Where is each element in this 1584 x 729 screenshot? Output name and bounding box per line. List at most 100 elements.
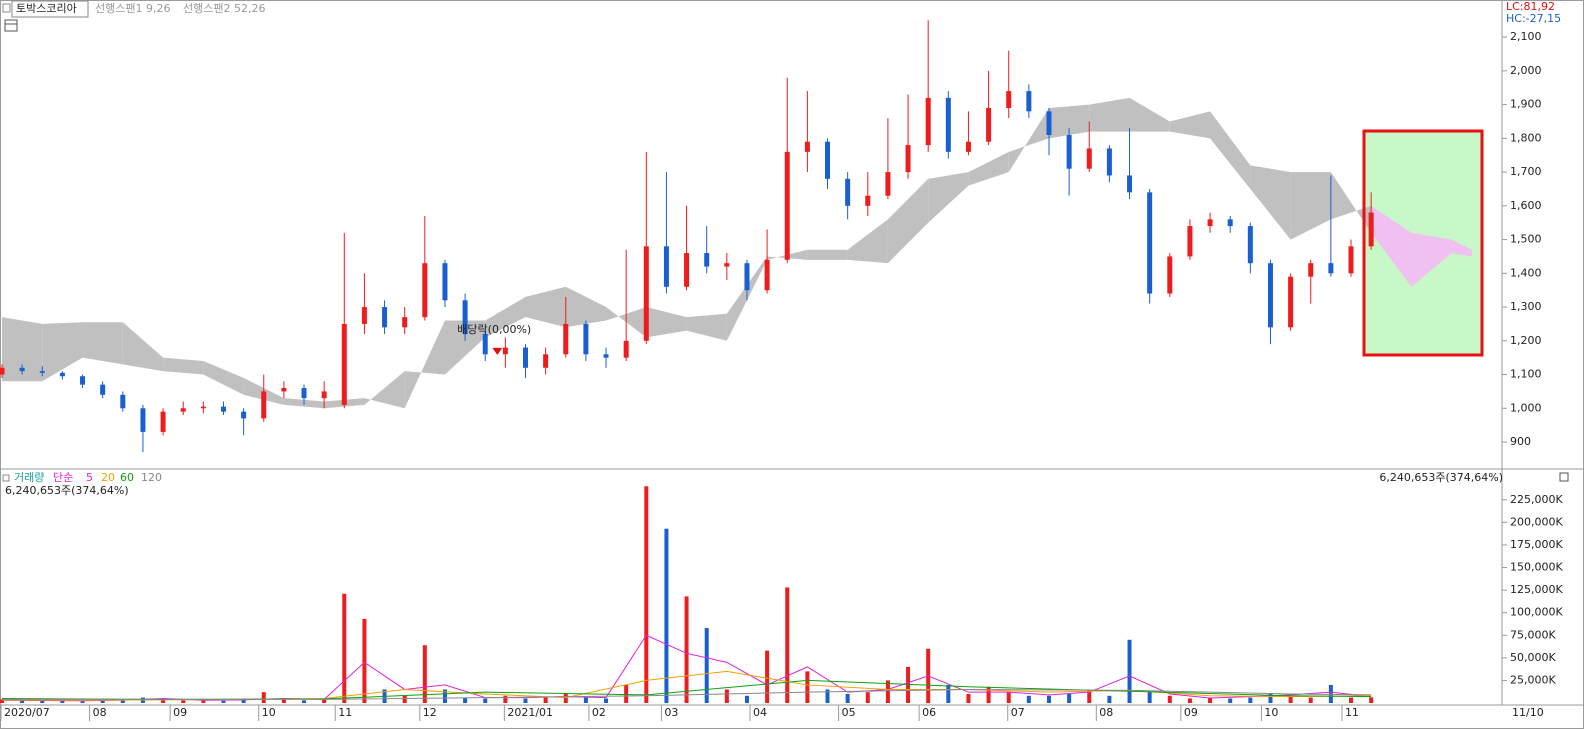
x-tick-label: 12 — [423, 706, 437, 719]
candle-body — [865, 195, 871, 206]
volume-bar — [463, 697, 468, 703]
candle-body — [1006, 91, 1012, 108]
cloud — [82, 322, 123, 365]
volume-bar — [986, 686, 991, 703]
legend-label: 20 — [101, 471, 115, 484]
candle-body — [845, 178, 851, 206]
volume-bar — [1026, 695, 1031, 703]
legend-label: 60 — [120, 471, 134, 484]
volume-bar — [644, 486, 649, 703]
x-tick-label: 09 — [1184, 706, 1198, 719]
volume-bar — [1006, 692, 1011, 703]
volume-bar — [946, 684, 951, 703]
cloud — [444, 320, 486, 375]
volume-bar — [442, 689, 447, 703]
candle-body — [543, 354, 549, 368]
symbol-box[interactable] — [11, 0, 89, 18]
cloud — [1048, 104, 1090, 139]
candle-body — [1066, 134, 1072, 169]
candle-body — [402, 317, 408, 328]
calendar-icon[interactable] — [4, 19, 18, 32]
candle-body — [180, 408, 186, 412]
volume-bar — [342, 593, 347, 703]
candle-body — [1348, 246, 1354, 274]
y-tick-label: 1,500 — [1510, 233, 1542, 246]
candle-body — [442, 263, 448, 301]
volume-bar — [281, 699, 286, 703]
volume-bar — [664, 528, 669, 703]
x-tick-label: 08 — [1099, 706, 1113, 719]
volume-bar — [523, 698, 528, 703]
candle-body — [986, 107, 992, 142]
volume-bar — [563, 693, 568, 703]
cloud — [1451, 239, 1472, 257]
y-tick-label: 1,000 — [1510, 401, 1542, 414]
volume-bar — [80, 701, 85, 703]
cloud — [122, 322, 164, 372]
candle-body — [804, 141, 810, 152]
candle-body — [1187, 226, 1193, 257]
cloud — [1330, 172, 1372, 233]
pane-icon[interactable] — [2, 474, 10, 482]
candle-body — [905, 145, 911, 173]
candle-body — [784, 151, 790, 260]
volume-bar — [885, 680, 890, 703]
hc-label: HC:-27,15 — [1506, 12, 1561, 25]
cloud — [1008, 107, 1049, 173]
cloud — [807, 249, 848, 260]
menu-icon[interactable] — [2, 3, 11, 13]
cloud — [928, 172, 969, 223]
cloud — [485, 296, 526, 338]
cloud — [1411, 232, 1452, 287]
candle-body — [1368, 212, 1374, 247]
candle-body — [39, 371, 45, 373]
candle-body — [200, 406, 206, 409]
x-tick-label: 04 — [753, 706, 767, 719]
legend-label: 5 — [86, 471, 93, 484]
cloud — [847, 219, 888, 264]
x-tick-label: 03 — [664, 706, 678, 719]
volume-bar — [865, 692, 870, 703]
candle-body — [1086, 148, 1092, 169]
y-tick-label: 1,400 — [1510, 266, 1542, 279]
candle-body — [422, 263, 428, 318]
candle-body — [80, 376, 86, 385]
cloud — [404, 320, 445, 409]
volume-bar — [100, 700, 105, 703]
volume-bar — [40, 700, 45, 703]
y-tick-label: 225,000K — [1510, 493, 1563, 506]
volume-bar — [805, 671, 810, 703]
candle-body — [1288, 276, 1294, 328]
y-tick-label: 125,000K — [1510, 583, 1563, 596]
volume-bar — [845, 693, 850, 703]
volume-bar — [60, 700, 65, 703]
volume-bar — [624, 684, 629, 703]
volume-bar — [1308, 697, 1313, 703]
candle-body — [0, 367, 5, 375]
cloud — [525, 286, 566, 328]
y-tick-label: 1,700 — [1510, 165, 1542, 178]
candle-body — [220, 406, 226, 412]
candle-body — [502, 347, 508, 355]
cloud — [42, 322, 83, 382]
x-tick-label: 11 — [1345, 706, 1359, 719]
y-tick-label: 2,000 — [1510, 64, 1542, 77]
cloud — [203, 361, 244, 395]
volume-bar — [765, 650, 770, 703]
volume-bar — [201, 700, 206, 703]
candle-body — [704, 253, 710, 267]
candle-body — [140, 408, 146, 432]
cloud — [1129, 97, 1170, 132]
lc-label: LC:81,92 — [1506, 0, 1555, 13]
candle-body — [19, 367, 25, 372]
cloud — [1089, 97, 1130, 132]
candle-body — [825, 141, 831, 179]
volume-bar — [261, 692, 266, 703]
ma-line — [1, 634, 1372, 702]
symbol-name: 토박스코리아 — [16, 2, 77, 15]
volume-bar — [1349, 697, 1354, 703]
close-button[interactable] — [1559, 472, 1569, 482]
candle-body — [1267, 263, 1273, 328]
volume-bar — [120, 699, 125, 703]
